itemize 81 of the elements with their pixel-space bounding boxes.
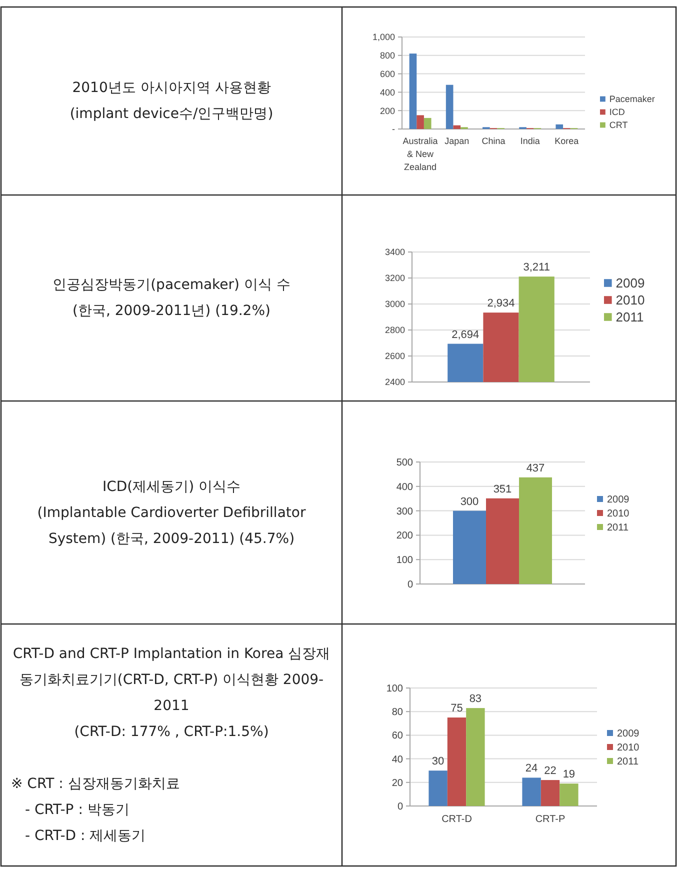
y-tick-label: 500: [396, 458, 414, 468]
x-tick-label: CRT-P: [535, 814, 566, 825]
x-tick-label: Japan: [444, 136, 470, 146]
y-tick-label: 3400: [384, 247, 405, 258]
y-tick-label: 60: [392, 730, 404, 742]
y-tick-label: 3200: [384, 273, 405, 284]
bar: [428, 770, 448, 806]
legend-label: 2010: [607, 508, 630, 520]
data-label: 300: [460, 496, 479, 508]
data-label: 2,694: [452, 328, 480, 341]
bar: [560, 784, 578, 806]
legend-label: 2010: [616, 292, 645, 308]
text: - CRT-D : 제세동기: [24, 827, 147, 846]
data-label: 351: [493, 483, 512, 496]
text: (CRT-D: 177% , CRT-P:1.5%): [73, 723, 270, 742]
text: (Implantable Cardioverter Defibrillator System) (한국, 2009-2011) (45.7%): [36, 504, 307, 548]
bar: [540, 780, 560, 806]
y-tick-label: 2800: [384, 325, 405, 336]
y-tick-label: 600: [380, 68, 395, 79]
y-tick-label: 3000: [384, 299, 405, 310]
legend-label: CRT: [609, 120, 628, 130]
y-tick-label: 2400: [384, 377, 405, 388]
bar: [453, 125, 461, 129]
x-tick-label: China: [482, 136, 506, 146]
y-tick-label: 400: [396, 482, 414, 493]
y-tick-label: 2600: [384, 351, 405, 362]
legend-label: 2011: [617, 756, 639, 768]
y-tick-label: 200: [396, 530, 414, 542]
y-tick-label: 80: [392, 707, 404, 718]
y-tick-label: 100: [396, 555, 414, 566]
legend-label: 2011: [616, 310, 644, 325]
legend-label: 2009: [617, 728, 640, 740]
data-label: 75: [450, 702, 463, 714]
y-tick-label: 0: [397, 802, 404, 812]
bar: [416, 115, 424, 129]
legend-label: 2009: [607, 494, 630, 506]
x-tick-label: Korea: [554, 136, 579, 146]
y-tick-label: 800: [380, 50, 395, 61]
text: 인공심장박동기(pacemaker) 이식 수: [52, 276, 292, 295]
text: ※ CRT : 심장재동기화치료: [11, 775, 181, 794]
bar: [409, 54, 417, 129]
legend-label: Pacemaker: [609, 94, 655, 104]
bar: [447, 718, 466, 806]
bar: [522, 778, 541, 806]
legend-label: 2009: [616, 276, 645, 291]
bar: [453, 510, 486, 584]
data-label: 3,211: [523, 262, 550, 274]
y-tick-label: 100: [386, 684, 404, 694]
text: (implant device수/인구백만명): [68, 105, 274, 124]
legend-label: ICD: [609, 107, 626, 118]
text: 2010년도 아시아지역 사용현황: [71, 79, 272, 98]
data-label: 19: [562, 768, 576, 781]
legend-label: 2011: [607, 522, 629, 534]
bar: [486, 498, 519, 584]
data-label: 24: [525, 762, 538, 775]
data-label: 2,934: [487, 298, 515, 310]
y-tick-label: -: [392, 124, 395, 134]
x-tick-label: Australia & New Zealand: [402, 136, 438, 172]
bar: [519, 477, 552, 584]
text: - CRT-P : 박동기: [24, 801, 130, 820]
text: ICD(제세동기) 이식수: [101, 478, 242, 496]
data-label: 22: [544, 765, 556, 778]
y-tick-label: 1,000: [372, 32, 395, 42]
text: (한국, 2009-2011년) (19.2%): [72, 302, 272, 321]
legend-label: 2010: [617, 742, 640, 754]
x-tick-label: India: [520, 136, 540, 146]
text: CRT-D and CRT-P Implantation in Korea 심장재동기화치료기기(CRT-D, CRT-P) 이식현황 2009-2011: [12, 645, 332, 716]
y-tick-label: 400: [380, 87, 395, 98]
bar: [446, 84, 454, 129]
bar: [466, 708, 485, 806]
y-tick-label: 20: [392, 778, 404, 789]
y-tick-label: 0: [407, 580, 414, 590]
x-tick-label: CRT-D: [442, 814, 472, 825]
data-label: 437: [526, 462, 545, 474]
bar: [556, 124, 564, 129]
data-label: 83: [469, 693, 482, 706]
bar: [424, 118, 432, 129]
y-tick-label: 200: [380, 106, 395, 116]
y-tick-label: 40: [392, 754, 404, 766]
y-tick-label: 300: [396, 506, 414, 518]
data-label: 30: [432, 756, 444, 768]
